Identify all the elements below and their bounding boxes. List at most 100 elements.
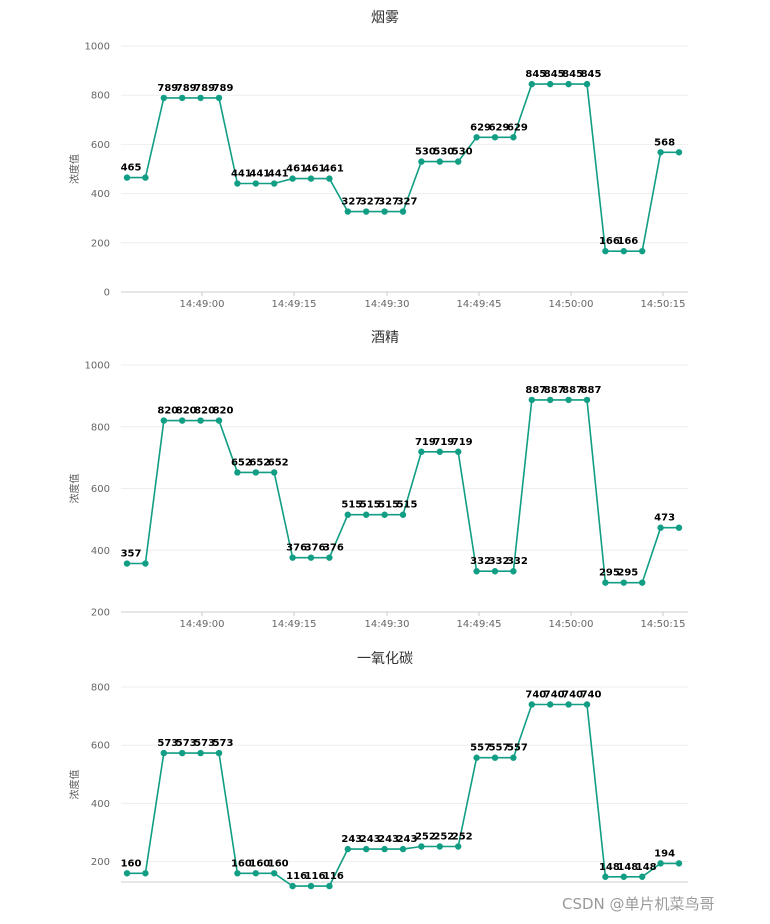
data-label: 332: [489, 556, 510, 567]
y-tick-label: 200: [91, 608, 110, 619]
data-point: [344, 511, 351, 518]
data-point: [197, 749, 204, 757]
x-tick-label: 14:49:45: [457, 299, 502, 310]
data-label: 719: [433, 437, 454, 448]
data-point: [344, 208, 351, 215]
data-point: [583, 80, 591, 88]
data-label: 441: [268, 169, 289, 180]
data-point: [583, 396, 591, 404]
data-point: [142, 870, 149, 877]
data-point: [179, 749, 186, 757]
data-point: [547, 80, 554, 88]
y-axis-label: 浓度值: [68, 770, 81, 800]
data-point: [160, 749, 167, 757]
y-tick-label: 400: [91, 189, 110, 200]
data-point: [491, 134, 499, 141]
y-tick-label: 800: [91, 683, 110, 694]
data-label: 530: [433, 147, 454, 158]
data-point: [547, 396, 554, 404]
data-label: 160: [268, 858, 289, 869]
data-point: [215, 749, 223, 757]
data-label: 652: [268, 457, 289, 468]
data-label: 515: [378, 500, 399, 511]
y-tick-label: 400: [91, 799, 110, 810]
data-point: [639, 247, 646, 255]
data-point: [179, 94, 186, 102]
data-label: 357: [121, 549, 142, 560]
y-tick-label: 0: [104, 288, 110, 299]
data-label: 573: [157, 738, 178, 749]
data-point: [123, 560, 131, 567]
y-tick-label: 1000: [85, 361, 110, 372]
data-point: [326, 175, 333, 182]
data-label: 441: [249, 169, 270, 180]
data-point: [491, 568, 499, 575]
data-label: 719: [452, 437, 473, 448]
data-point: [197, 94, 204, 102]
data-point: [583, 701, 591, 708]
data-label: 845: [581, 69, 602, 80]
y-tick-label: 600: [91, 741, 110, 752]
data-label: 160: [121, 858, 142, 869]
data-point: [455, 158, 462, 165]
data-label: 573: [213, 738, 234, 749]
y-tick-label: 200: [91, 238, 110, 249]
data-label: 887: [581, 385, 602, 396]
data-point: [289, 882, 296, 890]
data-label: 515: [341, 500, 362, 511]
y-tick-label: 600: [91, 484, 110, 495]
data-label: 441: [231, 169, 252, 180]
data-label: 243: [341, 834, 362, 845]
y-tick-label: 800: [91, 422, 110, 433]
data-point: [234, 870, 241, 877]
y-tick-label: 600: [91, 140, 110, 151]
data-point: [510, 568, 517, 575]
data-point: [473, 134, 480, 141]
data-point: [528, 80, 535, 88]
watermark: CSDN @单片机菜鸟哥: [562, 895, 715, 913]
data-label: 845: [525, 69, 546, 80]
data-point: [381, 208, 388, 215]
data-label: 820: [194, 406, 215, 417]
data-point: [289, 175, 296, 182]
data-label: 629: [489, 122, 510, 133]
data-point: [602, 873, 609, 880]
data-label: 243: [360, 834, 381, 845]
data-label: 252: [452, 831, 473, 842]
data-point: [418, 843, 425, 850]
data-point: [252, 180, 259, 187]
data-label: 295: [617, 568, 638, 579]
data-label: 327: [378, 197, 399, 208]
data-point: [620, 247, 627, 255]
data-label: 568: [654, 137, 675, 148]
data-label: 740: [581, 689, 602, 700]
data-point: [399, 511, 407, 518]
data-point: [215, 417, 223, 424]
x-tick-label: 14:49:00: [180, 299, 225, 310]
data-point: [215, 94, 223, 102]
data-point: [234, 180, 241, 187]
data-label: 557: [507, 743, 528, 754]
data-label: 573: [176, 738, 197, 749]
data-label: 376: [286, 543, 307, 554]
data-label: 252: [433, 831, 454, 842]
data-label: 845: [562, 69, 583, 80]
data-point: [675, 524, 683, 531]
data-label: 473: [654, 513, 675, 524]
data-point: [307, 882, 315, 890]
data-point: [160, 417, 167, 424]
data-label: 515: [360, 500, 381, 511]
data-label: 887: [525, 385, 546, 396]
data-point: [657, 149, 664, 156]
data-point: [639, 579, 646, 586]
data-label: 557: [470, 743, 491, 754]
x-tick-label: 14:50:00: [549, 619, 594, 630]
y-axis-label: 浓度值: [68, 474, 81, 504]
data-label: 332: [507, 556, 528, 567]
data-label: 327: [341, 197, 362, 208]
data-point: [473, 568, 480, 575]
y-tick-label: 200: [91, 857, 110, 868]
data-point: [363, 208, 370, 215]
